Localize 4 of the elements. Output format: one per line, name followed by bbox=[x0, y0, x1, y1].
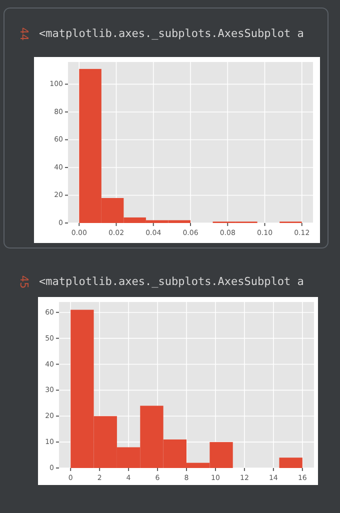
text: 44 bbox=[18, 27, 30, 41]
text: <matplotlib.axes._subplots.AxesSubplot a bbox=[39, 27, 304, 40]
text: <matplotlib.axes._subplots.AxesSubplot a bbox=[39, 275, 304, 288]
text: 45 bbox=[18, 275, 30, 289]
